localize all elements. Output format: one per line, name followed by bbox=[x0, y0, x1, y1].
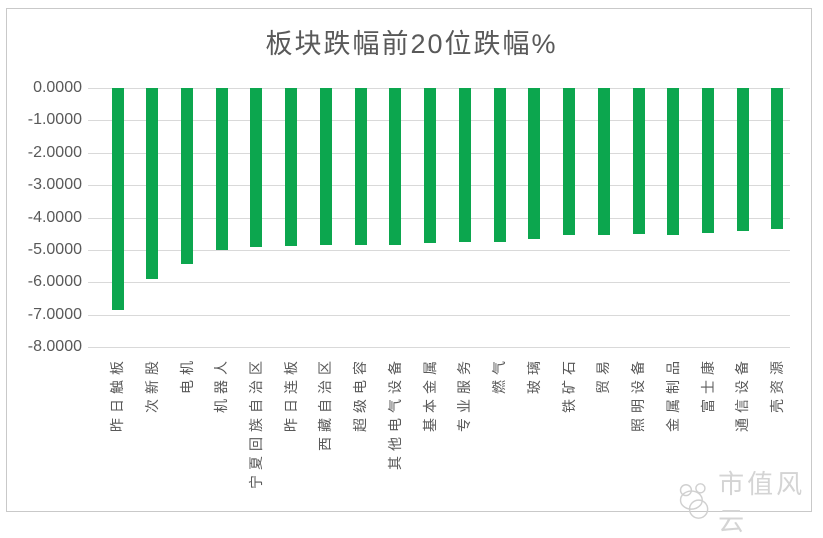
x-axis-label: 贸易 bbox=[595, 356, 612, 394]
x-axis-label: 西藏自治区 bbox=[317, 356, 334, 451]
bar bbox=[285, 88, 297, 246]
bar bbox=[146, 88, 158, 279]
x-axis-label: 基本金属 bbox=[421, 356, 438, 432]
panda-logo-icon bbox=[679, 483, 709, 519]
bar bbox=[389, 88, 401, 245]
bar bbox=[563, 88, 575, 235]
x-axis-label: 次新股 bbox=[143, 356, 160, 413]
watermark-text: 市值风云 bbox=[718, 469, 806, 536]
y-axis-label: -7.0000 bbox=[27, 306, 82, 323]
gridline bbox=[88, 218, 790, 219]
gridline bbox=[88, 120, 790, 121]
bar bbox=[528, 88, 540, 239]
x-axis-label: 机器人 bbox=[213, 356, 230, 413]
y-axis-label: -8.0000 bbox=[27, 338, 82, 355]
gridline bbox=[88, 315, 790, 316]
x-axis-label: 铁矿石 bbox=[560, 356, 577, 413]
y-axis-label: -5.0000 bbox=[27, 241, 82, 258]
y-axis-label: -1.0000 bbox=[27, 111, 82, 128]
gridline bbox=[88, 250, 790, 251]
gridline bbox=[88, 347, 790, 348]
y-axis-label: 0.0000 bbox=[33, 79, 82, 96]
y-axis-label: -6.0000 bbox=[27, 273, 82, 290]
x-axis-label: 专业服务 bbox=[456, 356, 473, 432]
x-axis-label: 照明设备 bbox=[630, 356, 647, 432]
x-axis-label: 电机 bbox=[178, 356, 195, 394]
watermark: 市值风云 bbox=[676, 464, 823, 538]
gridline bbox=[88, 153, 790, 154]
chart-frame bbox=[6, 8, 812, 512]
bar bbox=[737, 88, 749, 231]
bar bbox=[355, 88, 367, 245]
y-axis-label: -4.0000 bbox=[27, 209, 82, 226]
x-axis-label: 昨日连板 bbox=[282, 356, 299, 432]
x-axis-label: 玻璃 bbox=[525, 356, 542, 394]
x-axis-label: 昨日触板 bbox=[109, 356, 125, 432]
gridline bbox=[88, 88, 790, 89]
bar bbox=[112, 88, 124, 310]
x-axis-label: 其他电气设备 bbox=[386, 356, 403, 470]
gridline bbox=[88, 185, 790, 186]
bar bbox=[667, 88, 679, 235]
chart-page: { "watermark": { "text": "市值风云", "logo":… bbox=[6, 8, 812, 536]
y-axis-label: -3.0000 bbox=[27, 176, 82, 193]
bar bbox=[494, 88, 506, 242]
gridline bbox=[88, 282, 790, 283]
bar bbox=[633, 88, 645, 234]
bar bbox=[320, 88, 332, 245]
x-axis-label: 宁夏回族自治区 bbox=[247, 356, 264, 489]
bar bbox=[216, 88, 228, 250]
bar bbox=[424, 88, 436, 243]
bar bbox=[459, 88, 471, 242]
bar bbox=[598, 88, 610, 235]
chart-title: 板块跌幅前20位跌幅% bbox=[265, 29, 558, 59]
bar bbox=[181, 88, 193, 264]
y-axis-label: -2.0000 bbox=[27, 144, 82, 161]
bar bbox=[771, 88, 783, 229]
bar bbox=[702, 88, 714, 233]
x-axis-label: 超级电容 bbox=[352, 356, 369, 432]
bar bbox=[250, 88, 262, 247]
x-axis-label: 燃气 bbox=[491, 356, 508, 394]
